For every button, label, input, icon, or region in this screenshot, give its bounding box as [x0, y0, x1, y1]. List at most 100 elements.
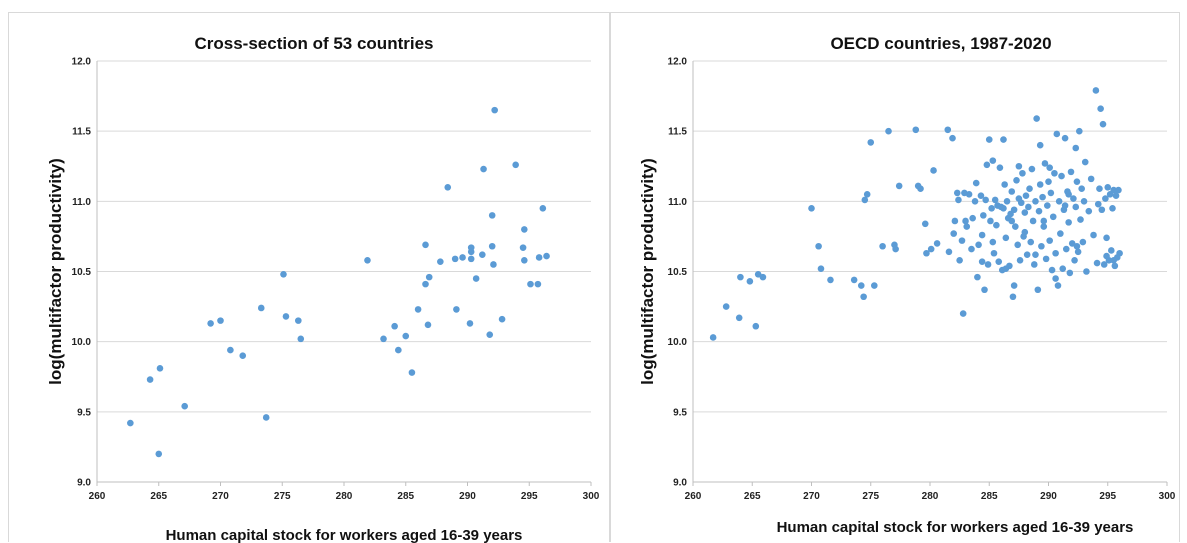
- x-axis-label: Human capital stock for workers aged 16-…: [777, 519, 1134, 536]
- y-axis-label: log(multifactor productivity): [638, 158, 657, 385]
- y-tick-label: 11.5: [72, 127, 91, 138]
- scatter-chart-left: 9.0 9.5 10.0 10.5 11.0 11.5 12.0 260 265 270 275 28…: [9, 13, 611, 543]
- data-point: [1008, 188, 1015, 195]
- data-point: [1035, 286, 1042, 293]
- data-point: [917, 185, 924, 192]
- data-point: [979, 258, 986, 265]
- data-point: [1065, 191, 1072, 198]
- data-point: [1062, 202, 1069, 209]
- data-point: [815, 243, 822, 250]
- data-point: [952, 218, 959, 225]
- data-point: [452, 256, 459, 263]
- data-point: [295, 317, 302, 324]
- data-point: [760, 274, 767, 281]
- chart-panel-left: 9.0 9.5 10.0 10.5 11.0 11.5 12.0 260 265 270 275 28…: [8, 12, 610, 542]
- data-point: [1095, 201, 1102, 208]
- x-tick-label: 260: [89, 491, 106, 502]
- data-point: [1037, 181, 1044, 188]
- data-point: [263, 414, 270, 421]
- x-tick-label: 280: [336, 491, 353, 502]
- data-point: [1003, 235, 1010, 242]
- y-tick-label: 12.0: [668, 57, 688, 68]
- data-point: [1112, 263, 1119, 270]
- data-point: [422, 242, 429, 249]
- data-point: [710, 334, 717, 341]
- data-point: [879, 243, 886, 250]
- data-point: [993, 222, 1000, 229]
- data-point: [1008, 218, 1015, 225]
- data-point: [985, 261, 992, 268]
- data-point: [1011, 282, 1018, 289]
- data-point: [961, 190, 968, 197]
- data-point: [954, 190, 961, 197]
- data-point: [922, 220, 929, 227]
- data-point: [1022, 209, 1029, 216]
- data-point: [981, 286, 988, 293]
- data-point: [1037, 142, 1044, 149]
- data-point: [934, 240, 941, 247]
- x-tick-label: 285: [397, 491, 414, 502]
- data-point: [974, 274, 981, 281]
- data-point: [747, 278, 754, 285]
- data-point: [827, 277, 834, 284]
- y-tick-label: 10.5: [72, 267, 92, 278]
- data-point: [1071, 257, 1078, 264]
- data-point: [1044, 202, 1051, 209]
- data-point: [1078, 185, 1085, 192]
- x-tick-label: 285: [981, 491, 998, 502]
- data-point: [1016, 163, 1023, 170]
- data-point: [1032, 198, 1039, 205]
- data-point: [1100, 121, 1107, 128]
- data-point: [1023, 192, 1030, 199]
- data-point: [1046, 164, 1053, 171]
- x-tick-label: 270: [803, 491, 820, 502]
- x-tick-label: 295: [1099, 491, 1116, 502]
- data-point: [1063, 246, 1070, 253]
- data-point: [930, 167, 937, 174]
- data-point: [979, 232, 986, 239]
- data-point: [453, 306, 460, 313]
- y-tick-label: 11.0: [668, 197, 687, 208]
- data-point: [1081, 198, 1088, 205]
- data-point: [818, 265, 825, 272]
- data-point: [1082, 159, 1089, 166]
- data-point: [1018, 199, 1025, 206]
- data-point: [871, 282, 878, 289]
- data-point: [1033, 115, 1040, 122]
- data-point: [1000, 205, 1007, 212]
- y-tick-label: 12.0: [72, 57, 92, 68]
- x-tick-label: 290: [459, 491, 476, 502]
- data-point: [147, 376, 154, 383]
- y-axis-label: log(multifactor productivity): [46, 158, 65, 385]
- data-point: [892, 246, 899, 253]
- data-point: [1075, 249, 1082, 256]
- data-point: [1093, 87, 1100, 94]
- data-point: [1056, 198, 1063, 205]
- data-point: [437, 258, 444, 265]
- data-point: [489, 212, 496, 219]
- data-point: [499, 316, 506, 323]
- data-point: [1057, 230, 1064, 237]
- data-point: [1051, 170, 1058, 177]
- data-point: [992, 197, 999, 204]
- data-point: [736, 315, 743, 322]
- x-tick-label: 300: [583, 491, 600, 502]
- data-point: [1090, 232, 1097, 239]
- data-point: [1032, 251, 1039, 258]
- data-point: [425, 322, 432, 329]
- data-point: [986, 136, 993, 143]
- x-tick-label: 300: [1159, 491, 1176, 502]
- data-point: [1109, 205, 1116, 212]
- data-point: [990, 157, 997, 164]
- data-point: [491, 107, 498, 114]
- data-point: [858, 282, 865, 289]
- data-point: [723, 303, 730, 310]
- data-point: [990, 239, 997, 246]
- x-axis-label: Human capital stock for workers aged 16-…: [166, 527, 523, 543]
- data-point: [540, 205, 547, 212]
- data-point: [479, 251, 486, 258]
- data-point: [521, 226, 528, 233]
- data-point: [1004, 198, 1011, 205]
- data-point: [1083, 268, 1090, 275]
- data-point: [415, 306, 422, 313]
